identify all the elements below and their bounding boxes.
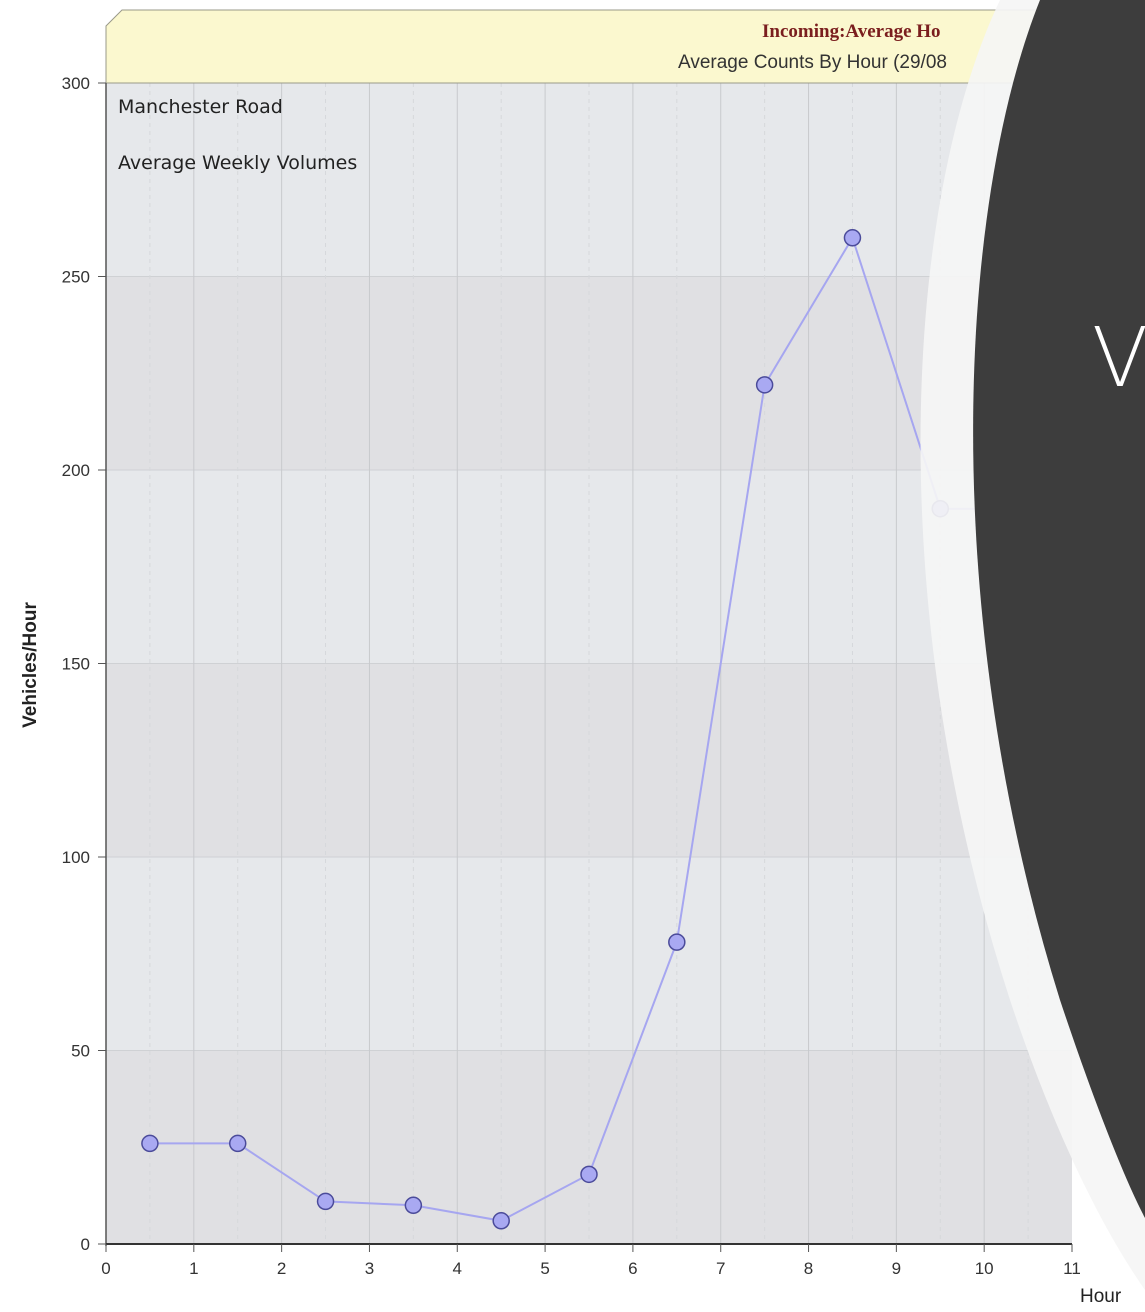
x-tick-label: 10: [975, 1259, 994, 1278]
grid-lines: [106, 82, 1072, 1244]
data-point: [668, 933, 686, 951]
data-point: [843, 229, 862, 247]
x-tick-label: 9: [892, 1259, 901, 1278]
x-tick-label: 8: [804, 1259, 813, 1278]
data-point: [492, 1212, 510, 1230]
data-point: [580, 1165, 598, 1184]
x-tick-label: 11: [1063, 1259, 1081, 1278]
y-axis-label: Vehicles/Hour: [20, 602, 41, 728]
chart-title: Incoming:Average Ho: [762, 21, 941, 42]
y-tick-label: 300: [62, 74, 90, 93]
x-axis-ticks: 0 1 2 3 4 5 6 7 8 9 10 11: [101, 1244, 1081, 1278]
data-point: [316, 1192, 335, 1211]
x-tick-label: 3: [365, 1259, 374, 1278]
y-tick-label: 100: [62, 848, 90, 867]
y-axis-ticks: 0 50 100 150 200 250 300: [62, 74, 106, 1254]
series-layer: [141, 229, 985, 1230]
x-tick-label: 4: [453, 1259, 462, 1278]
overlay-panel: [973, 0, 1145, 1218]
y-tick-label: 0: [81, 1235, 90, 1254]
x-tick-label: 5: [540, 1259, 549, 1278]
plot-band: [106, 857, 1072, 1051]
x-tick-label: 2: [277, 1259, 286, 1278]
chart-header-banner: [105, 9, 1145, 84]
y-tick-label: 250: [62, 268, 90, 287]
x-tick-label: 7: [716, 1259, 725, 1278]
overlay-letter: V: [1092, 311, 1145, 406]
chart-subtitle: Average Counts By Hour (29/08: [678, 52, 947, 73]
y-tick-label: 50: [71, 1042, 90, 1061]
x-tick-label: 0: [101, 1259, 110, 1278]
data-point: [228, 1134, 247, 1153]
plot-band: [106, 663, 1072, 857]
data-point: [141, 1134, 159, 1153]
location-annotation: Manchester Road: [118, 96, 283, 118]
x-tick-label: 1: [189, 1259, 198, 1278]
data-point: [755, 376, 774, 394]
data-point: [404, 1196, 423, 1215]
y-tick-label: 150: [62, 655, 90, 674]
x-axis-label: Hour: [1080, 1286, 1122, 1307]
x-tick-label: 6: [628, 1259, 637, 1278]
y-tick-label: 200: [62, 461, 90, 480]
volume-annotation: Average Weekly Volumes: [118, 152, 357, 174]
